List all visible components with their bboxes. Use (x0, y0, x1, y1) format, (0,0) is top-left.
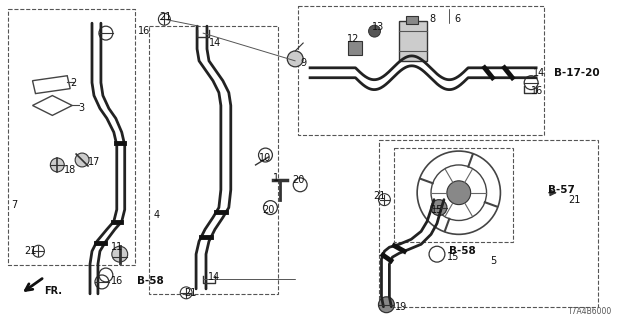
Text: 16: 16 (531, 86, 543, 96)
Text: 21: 21 (374, 191, 386, 201)
Text: 1: 1 (273, 173, 280, 183)
Bar (150, 26, 278, 294)
Text: 3: 3 (78, 103, 84, 114)
Text: 13: 13 (372, 22, 384, 32)
Circle shape (75, 153, 89, 167)
Text: 14: 14 (533, 68, 545, 78)
Text: FR.: FR. (44, 286, 63, 296)
Text: 20: 20 (262, 204, 275, 215)
Text: 16: 16 (111, 276, 123, 286)
Text: 9: 9 (300, 58, 307, 68)
Bar (406, 16, 418, 24)
Circle shape (287, 51, 303, 67)
Text: 21: 21 (184, 288, 196, 298)
Text: 6: 6 (455, 14, 461, 24)
Text: 21: 21 (568, 195, 580, 205)
Text: T7A4B6000: T7A4B6000 (568, 307, 612, 316)
Text: 14: 14 (208, 272, 220, 282)
Circle shape (369, 25, 380, 37)
Text: 8: 8 (429, 14, 435, 24)
Text: B-17-20: B-17-20 (554, 68, 600, 78)
Text: 14: 14 (209, 38, 221, 48)
Text: 15: 15 (431, 204, 444, 215)
Text: 16: 16 (138, 26, 150, 36)
Text: 7: 7 (11, 200, 17, 210)
Text: 5: 5 (490, 256, 497, 266)
Text: 15: 15 (447, 252, 460, 262)
Text: 12: 12 (347, 34, 359, 44)
Text: 17: 17 (88, 157, 100, 167)
Text: 10: 10 (259, 153, 271, 163)
Bar (399, 21, 427, 61)
Bar (380, 140, 598, 307)
Circle shape (447, 181, 470, 204)
Bar (8, 9, 134, 265)
Text: 20: 20 (292, 175, 305, 185)
Bar (298, 6, 544, 135)
Text: 4: 4 (154, 210, 159, 220)
Text: 18: 18 (64, 165, 77, 175)
Text: B-58: B-58 (136, 276, 163, 286)
Text: B-57: B-57 (548, 185, 575, 195)
Text: 2: 2 (70, 78, 76, 88)
Text: 21: 21 (24, 246, 37, 256)
Circle shape (431, 200, 447, 215)
Bar (348, 41, 362, 55)
Circle shape (112, 246, 128, 262)
Circle shape (378, 297, 394, 313)
Text: 11: 11 (111, 242, 123, 252)
Text: B-58: B-58 (449, 246, 476, 256)
Text: 19: 19 (396, 302, 408, 312)
Bar (394, 148, 513, 242)
Circle shape (51, 158, 64, 172)
Text: 21: 21 (159, 12, 172, 22)
